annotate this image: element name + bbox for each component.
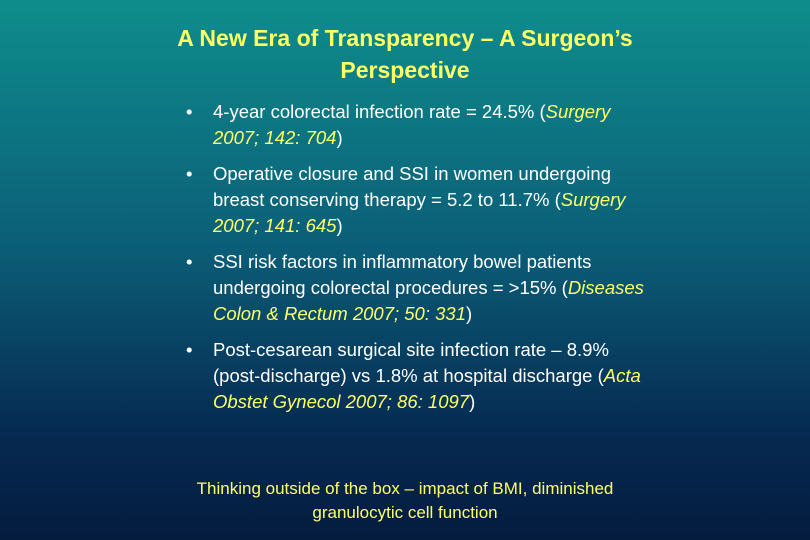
bullet-item: • Post-cesarean surgical site infection … bbox=[186, 337, 656, 415]
bullet-text-end: ) bbox=[336, 215, 343, 236]
slide-title-line-1: A New Era of Transparency – A Surgeon’s bbox=[177, 25, 633, 51]
bullet-citation: Surgery 2007; 142: 704 bbox=[213, 101, 611, 148]
slide-title: A New Era of Transparency – A Surgeon’s … bbox=[0, 22, 810, 86]
footer-line-2: granulocytic cell function bbox=[312, 503, 498, 522]
bullet-text: SSI risk factors in inflammatory bowel p… bbox=[213, 251, 592, 298]
bullet-text: Post-cesarean surgical site infection ra… bbox=[213, 339, 609, 386]
bullet-dot-icon: • bbox=[186, 101, 193, 122]
bullet-text-end: ) bbox=[466, 303, 473, 324]
bullet-citation: Diseases Colon & Rectum 2007; 50: 331 bbox=[213, 277, 644, 324]
bullet-dot-icon: • bbox=[186, 251, 193, 272]
bullet-citation: Surgery 2007; 141: 645 bbox=[213, 189, 626, 236]
bullet-dot-icon: • bbox=[186, 339, 193, 360]
bullet-text: 4-year colorectal infection rate = 24.5%… bbox=[213, 101, 546, 122]
footer-line-1: Thinking outside of the box – impact of … bbox=[196, 479, 614, 498]
bullet-citation: Acta Obstet Gynecol 2007; 86: 1097 bbox=[213, 365, 641, 412]
bullet-text-end: ) bbox=[336, 127, 343, 148]
bullet-item: • Operative closure and SSI in women und… bbox=[186, 161, 656, 239]
bullet-item: • SSI risk factors in inflammatory bowel… bbox=[186, 249, 656, 327]
bullet-dot-icon: • bbox=[186, 163, 193, 184]
bullet-list: • 4-year colorectal infection rate = 24.… bbox=[186, 99, 656, 425]
slide-title-line-2: Perspective bbox=[340, 57, 470, 83]
bullet-text: Operative closure and SSI in women under… bbox=[213, 163, 611, 210]
bullet-item: • 4-year colorectal infection rate = 24.… bbox=[186, 99, 656, 151]
slide-footer: Thinking outside of the box – impact of … bbox=[0, 477, 810, 525]
bullet-text-end: ) bbox=[469, 391, 476, 412]
